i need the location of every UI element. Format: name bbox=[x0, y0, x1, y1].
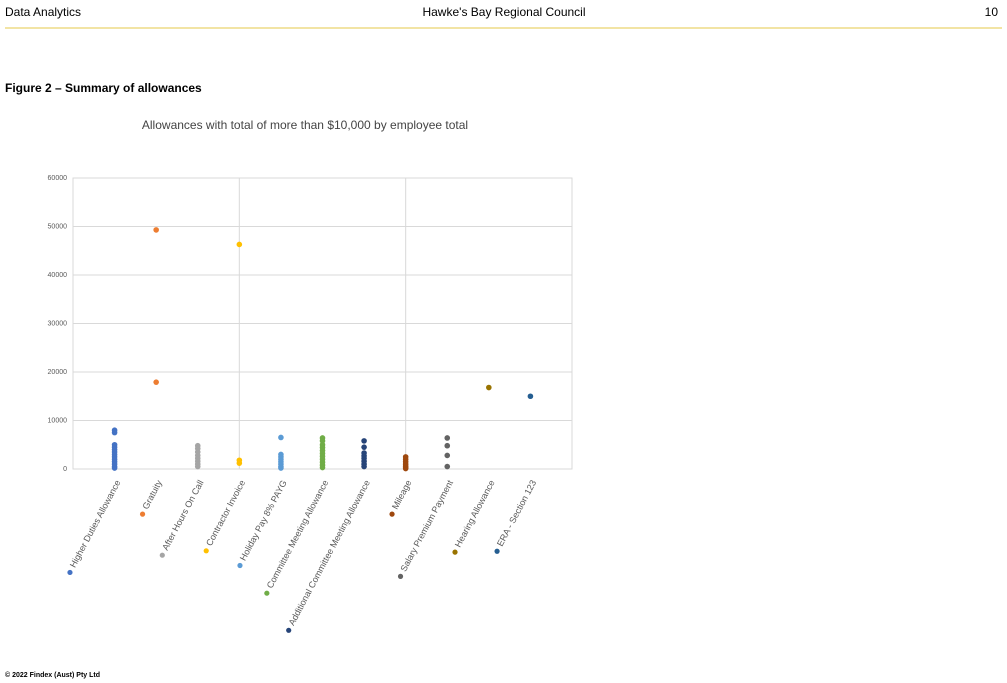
dot bbox=[486, 384, 492, 391]
dot bbox=[111, 465, 118, 471]
legend-label: Hearing Allowance bbox=[453, 478, 497, 549]
dot bbox=[444, 452, 451, 459]
dot bbox=[236, 241, 243, 248]
legend-marker bbox=[67, 569, 73, 576]
dot bbox=[444, 463, 451, 470]
legend-label: Gratuity bbox=[140, 478, 164, 511]
dot bbox=[278, 434, 284, 441]
chart-title: Allowances with total of more than $10,0… bbox=[142, 118, 468, 132]
legend-marker bbox=[264, 590, 270, 596]
y-tick-label: 10000 bbox=[48, 417, 68, 424]
dot bbox=[444, 442, 451, 449]
legend-label: Mileage bbox=[390, 478, 414, 511]
legend-marker bbox=[237, 562, 243, 569]
header-center: Hawke's Bay Regional Council bbox=[422, 5, 585, 19]
chart: 0 10000 20000 30000 40000 50000 60000 Higher Du… bbox=[48, 175, 573, 633]
legend-label: Higher Duties Allowance bbox=[68, 478, 123, 569]
y-tick-label: 30000 bbox=[48, 320, 68, 327]
dot bbox=[361, 438, 367, 444]
dot bbox=[153, 227, 159, 233]
legend-label: ERA - Section 123 bbox=[495, 478, 538, 548]
legend-marker bbox=[139, 511, 146, 517]
header-left: Data Analytics bbox=[5, 5, 81, 19]
page-number: 10 bbox=[985, 5, 999, 19]
y-tick-label: 60000 bbox=[48, 175, 68, 182]
legend-marker bbox=[286, 627, 292, 633]
dot bbox=[111, 429, 118, 436]
legend-label: Holiday Pay 8% PAYG bbox=[238, 478, 289, 562]
footer: © 2022 Findex (Aust) Pty Ltd bbox=[5, 671, 100, 679]
legend-marker bbox=[494, 548, 500, 554]
legend-marker bbox=[159, 552, 165, 558]
dot bbox=[236, 460, 243, 466]
legend-marker bbox=[452, 549, 458, 555]
dot bbox=[278, 465, 284, 471]
legend-label: Contractor Invoice bbox=[204, 478, 247, 547]
y-tick-label: 20000 bbox=[48, 369, 68, 376]
legend-marker bbox=[397, 573, 404, 579]
legend-label: Additional Committee Meeting Allowance bbox=[287, 478, 372, 627]
legend-label: After Hours On Call bbox=[160, 478, 205, 552]
dot bbox=[527, 393, 534, 400]
legend-marker bbox=[389, 511, 395, 517]
dot bbox=[444, 435, 451, 441]
legend-marker bbox=[203, 548, 209, 554]
dot bbox=[402, 465, 409, 472]
dot bbox=[153, 379, 159, 385]
dot bbox=[194, 463, 201, 470]
dot bbox=[319, 438, 326, 444]
y-tick-label: 50000 bbox=[48, 223, 68, 230]
dot bbox=[361, 444, 367, 450]
y-tick-label: 40000 bbox=[48, 272, 68, 279]
figure-caption: Figure 2 – Summary of allowances bbox=[5, 81, 202, 95]
dot bbox=[361, 463, 367, 470]
y-tick-label: 0 bbox=[63, 466, 67, 473]
dot bbox=[319, 464, 326, 471]
